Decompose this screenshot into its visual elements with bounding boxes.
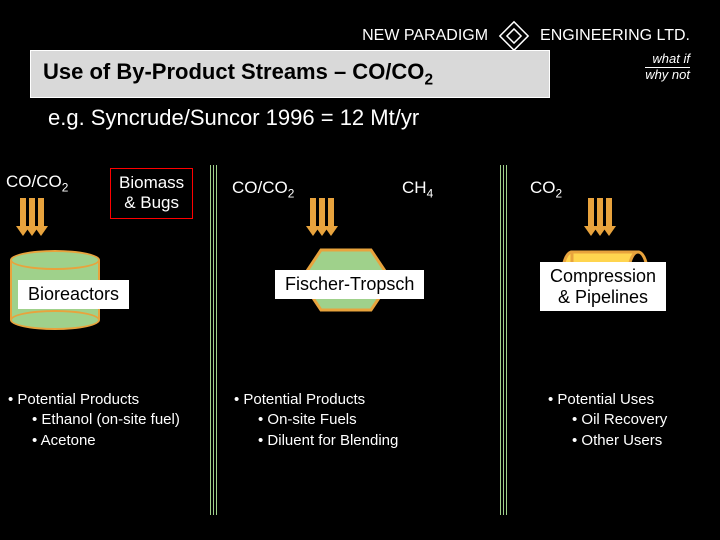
company-name-left: NEW PARADIGM [362,27,488,45]
divider-1 [210,165,217,515]
input-ch4: CH4 [402,178,433,200]
arrow-down-1 [20,198,44,226]
input-co2: CO2 [530,178,562,200]
page-title: Use of By-Product Streams – CO/CO2 [30,50,550,98]
biomass-box: Biomass & Bugs [110,168,193,219]
input-coco2-1: CO/CO2 [6,172,68,194]
bullets-col3: • Potential Uses • Oil Recovery • Other … [548,390,718,451]
bullets-col1: • Potential Products • Ethanol (on-site … [8,390,218,451]
logo-diamond-icon [496,18,532,54]
company-header: NEW PARADIGM ENGINEERING LTD. [362,18,690,54]
tagline: what if why not [645,52,690,83]
input-coco2-2: CO/CO2 [232,178,294,200]
company-name-right: ENGINEERING LTD. [540,27,690,45]
divider-2 [500,165,507,515]
process-bioreactors: Bioreactors [18,280,129,309]
bullets-col2: • Potential Products • On-site Fuels • D… [234,390,494,451]
tagline-bottom: why not [645,68,690,82]
subtitle: e.g. Syncrude/Suncor 1996 = 12 Mt/yr [48,105,419,131]
process-fischer-tropsch: Fischer-Tropsch [275,270,424,299]
process-compression: Compression & Pipelines [540,262,666,311]
arrow-down-2 [310,198,334,226]
tagline-top: what if [645,52,690,68]
arrow-down-3 [588,198,612,226]
